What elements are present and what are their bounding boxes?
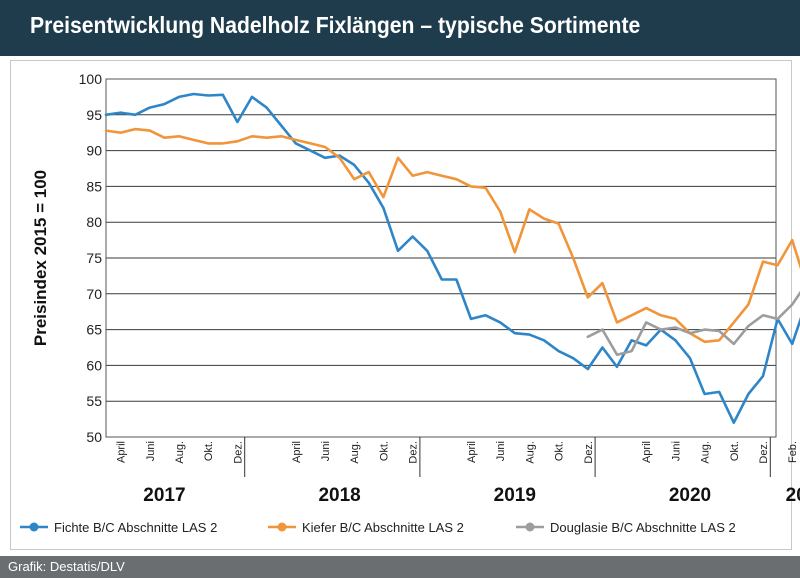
x-tick-label: Okt. [203,441,215,461]
x-tick-label: Dez. [758,441,770,464]
x-tick-label: Aug. [174,441,186,464]
series-line [104,92,800,424]
x-tick-label: Dez. [583,441,595,464]
x-tick-label: Okt. [729,441,741,461]
y-tick-label: 70 [86,286,102,302]
x-tick-label: Okt. [554,441,566,461]
y-tick-label: 95 [86,107,102,123]
source-footer: Grafik: Destatis/DLV [0,556,800,578]
y-tick-label: 55 [86,393,102,409]
y-axis-title: Preisindex 2015 = 100 [31,170,50,346]
x-tick-label: April [291,441,303,463]
chart-title: Preisentwicklung Nadelholz Fixlängen – t… [30,12,641,38]
y-axis: 50 55 60 65 70 75 80 85 90 95 100 [79,71,103,445]
x-tick-label: Aug. [524,441,536,464]
legend-swatch-dot [277,522,287,532]
x-tick-label: Aug. [700,441,712,464]
year-label: 2017 [143,485,185,506]
y-tick-label: 75 [86,250,102,266]
series-line [104,127,800,344]
legend-label: Kiefer B/C Abschnitte LAS 2 [302,520,464,535]
legend: Fichte B/C Abschnitte LAS 2 Kiefer B/C Ab… [20,520,736,535]
y-tick-label: 80 [86,214,102,230]
y-tick-label: 85 [86,178,102,194]
y-tick-label: 50 [86,429,102,445]
x-tick-label: Juni [670,441,682,461]
chart-panel [10,60,792,550]
x-tick-label: Juni [495,441,507,461]
series-lines [104,92,800,424]
year-label: 2019 [494,485,536,506]
x-tick-label: Dez. [232,441,244,464]
source-credit: Grafik: Destatis/DLV [8,559,125,574]
chart-header: Preisentwicklung Nadelholz Fixlängen – t… [0,0,800,56]
year-label: 2018 [318,485,360,506]
y-tick-label: 65 [86,322,102,338]
x-tick-label: April [466,441,478,463]
series-line [586,290,800,356]
y-tick-label: 90 [86,143,102,159]
x-tick-label: April [116,441,128,463]
line-chart: April Juni Aug. Okt. Dez. April Juni Aug. Okt. De… [20,71,800,535]
x-tick-label: Feb. [787,441,799,463]
x-tick-label: April [641,441,653,463]
grid-lines [106,78,776,438]
plot-area [105,78,777,438]
x-axis: April Juni Aug. Okt. Dez. April Juni Aug. Okt. De… [116,437,800,506]
legend-label: Fichte B/C Abschnitte LAS 2 [54,520,217,535]
legend-label: Douglasie B/C Abschnitte LAS 2 [550,520,736,535]
y-tick-label: 100 [79,71,103,87]
x-tick-label: Dez. [408,441,420,464]
legend-swatch-dot [29,522,39,532]
x-tick-label: Okt. [378,441,390,461]
x-tick-label: Juni [145,441,157,461]
x-tick-label: Aug. [349,441,361,464]
y-tick-label: 60 [86,357,102,373]
legend-swatch-dot [525,522,535,532]
x-tick-label: Juni [320,441,332,461]
year-label: 2021 [786,485,800,506]
year-label: 2020 [669,485,711,506]
